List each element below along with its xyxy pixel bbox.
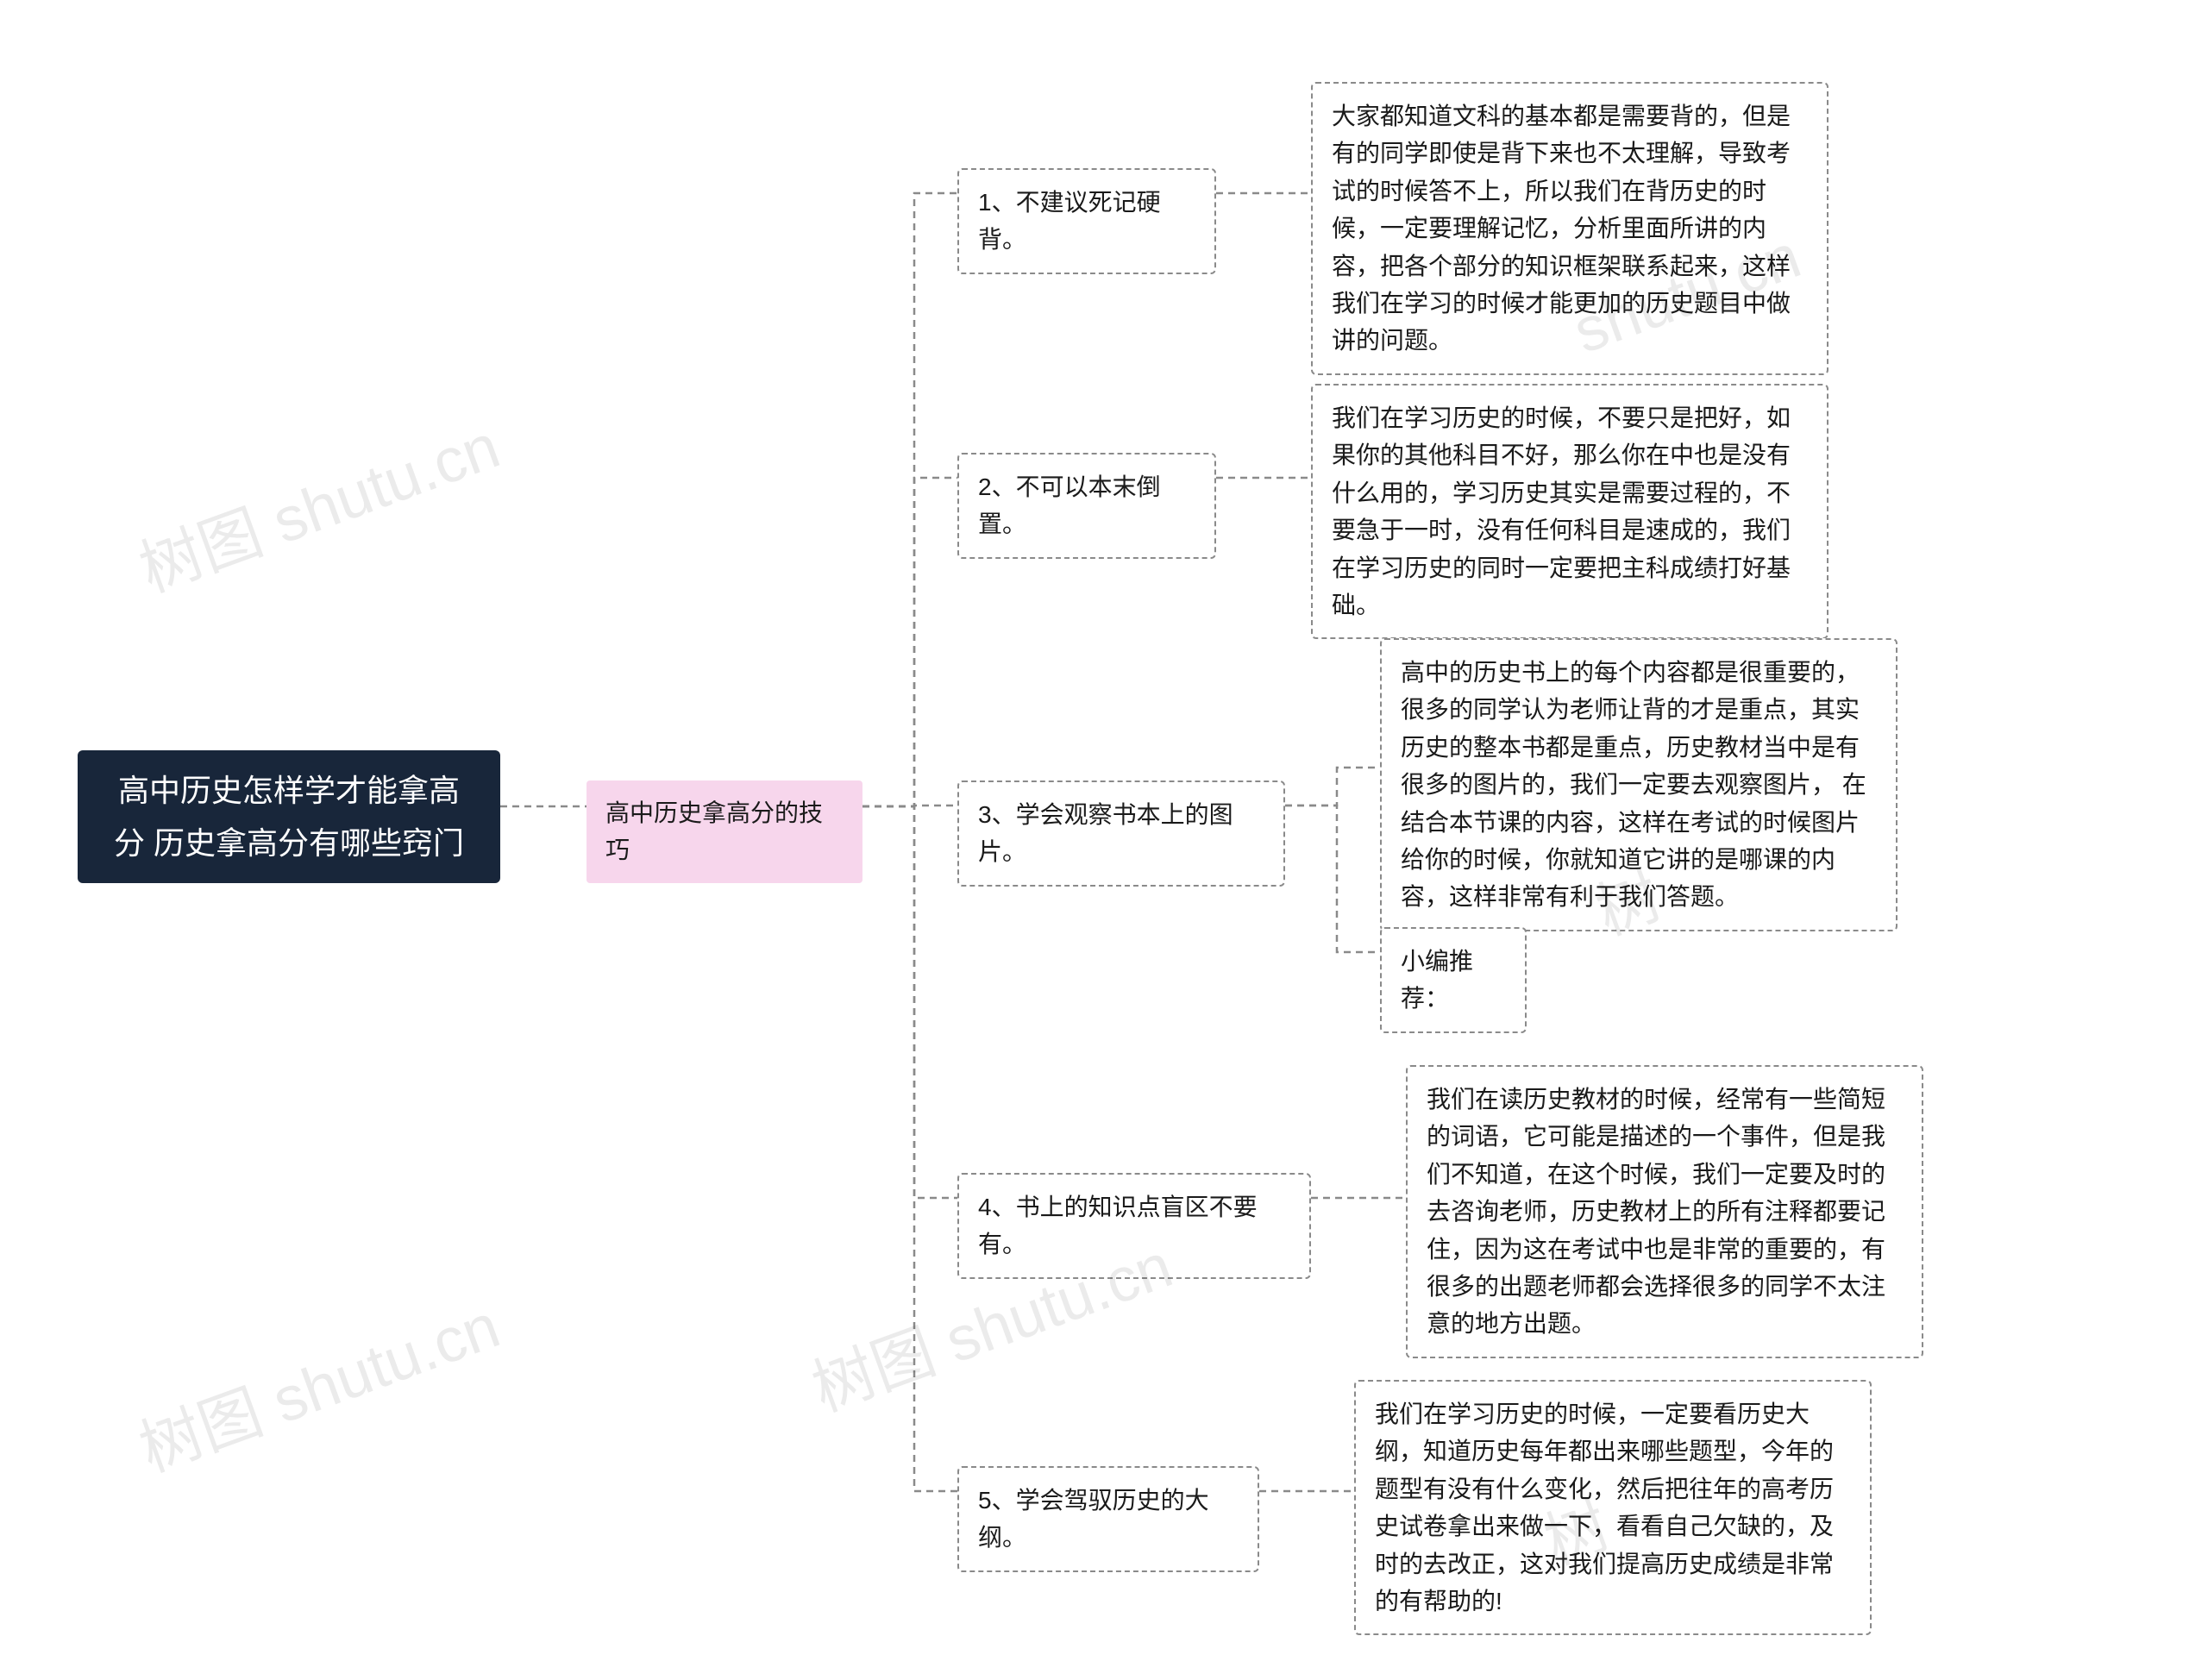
branch-label: 3、学会观察书本上的图片。: [978, 801, 1233, 865]
leaf-node-3-2[interactable]: 小编推荐：: [1380, 927, 1527, 1033]
branch-node-4[interactable]: 4、书上的知识点盲区不要有。: [957, 1173, 1311, 1279]
root-line2: 分 历史拿高分有哪些窍门: [114, 825, 464, 861]
leaf-text: 我们在学习历史的时候，不要只是把好，如果你的其他科目不好，那么你在中也是没有什么…: [1332, 404, 1791, 618]
root-line1: 高中历史怎样学才能拿高: [118, 773, 460, 808]
branch-node-1[interactable]: 1、不建议死记硬背。: [957, 168, 1216, 274]
level1-node[interactable]: 高中历史拿高分的技巧: [586, 780, 862, 883]
mindmap-canvas: { "canvas": { "width": 2560, "height": 1…: [0, 0, 2208, 1680]
leaf-text: 小编推荐：: [1401, 948, 1473, 1012]
leaf-text: 高中的历史书上的每个内容都是很重要的，很多的同学认为老师让背的才是重点，其实历史…: [1401, 659, 1866, 910]
leaf-node-3-1[interactable]: 高中的历史书上的每个内容都是很重要的，很多的同学认为老师让背的才是重点，其实历史…: [1380, 638, 1898, 931]
branch-label: 2、不可以本末倒置。: [978, 473, 1161, 537]
branch-node-5[interactable]: 5、学会驾驭历史的大纲。: [957, 1466, 1259, 1572]
branch-node-3[interactable]: 3、学会观察书本上的图片。: [957, 780, 1285, 887]
leaf-text: 大家都知道文科的基本都是需要背的，但是有的同学即使是背下来也不太理解，导致考试的…: [1332, 103, 1791, 354]
watermark: 树图 shutu.cn: [125, 1276, 510, 1489]
leaf-text: 我们在学习历史的时候，一定要看历史大纲，知道历史每年都出来哪些题型，今年的题型有…: [1375, 1401, 1834, 1614]
leaf-node-4-1[interactable]: 我们在读历史教材的时候，经常有一些简短的词语，它可能是描述的一个事件，但是我们不…: [1406, 1065, 1923, 1358]
leaf-text: 我们在读历史教材的时候，经常有一些简短的词语，它可能是描述的一个事件，但是我们不…: [1427, 1086, 1885, 1337]
branch-label: 5、学会驾驭历史的大纲。: [978, 1487, 1209, 1551]
level1-label: 高中历史拿高分的技巧: [605, 799, 823, 863]
root-node[interactable]: 高中历史怎样学才能拿高 分 历史拿高分有哪些窍门: [78, 750, 500, 883]
branch-node-2[interactable]: 2、不可以本末倒置。: [957, 453, 1216, 559]
leaf-node-5-1[interactable]: 我们在学习历史的时候，一定要看历史大纲，知道历史每年都出来哪些题型，今年的题型有…: [1354, 1380, 1872, 1635]
watermark: 树图 shutu.cn: [125, 396, 510, 610]
branch-label: 4、书上的知识点盲区不要有。: [978, 1194, 1258, 1257]
leaf-node-1-1[interactable]: 大家都知道文科的基本都是需要背的，但是有的同学即使是背下来也不太理解，导致考试的…: [1311, 82, 1828, 375]
leaf-node-2-1[interactable]: 我们在学习历史的时候，不要只是把好，如果你的其他科目不好，那么你在中也是没有什么…: [1311, 384, 1828, 639]
branch-label: 1、不建议死记硬背。: [978, 189, 1161, 253]
